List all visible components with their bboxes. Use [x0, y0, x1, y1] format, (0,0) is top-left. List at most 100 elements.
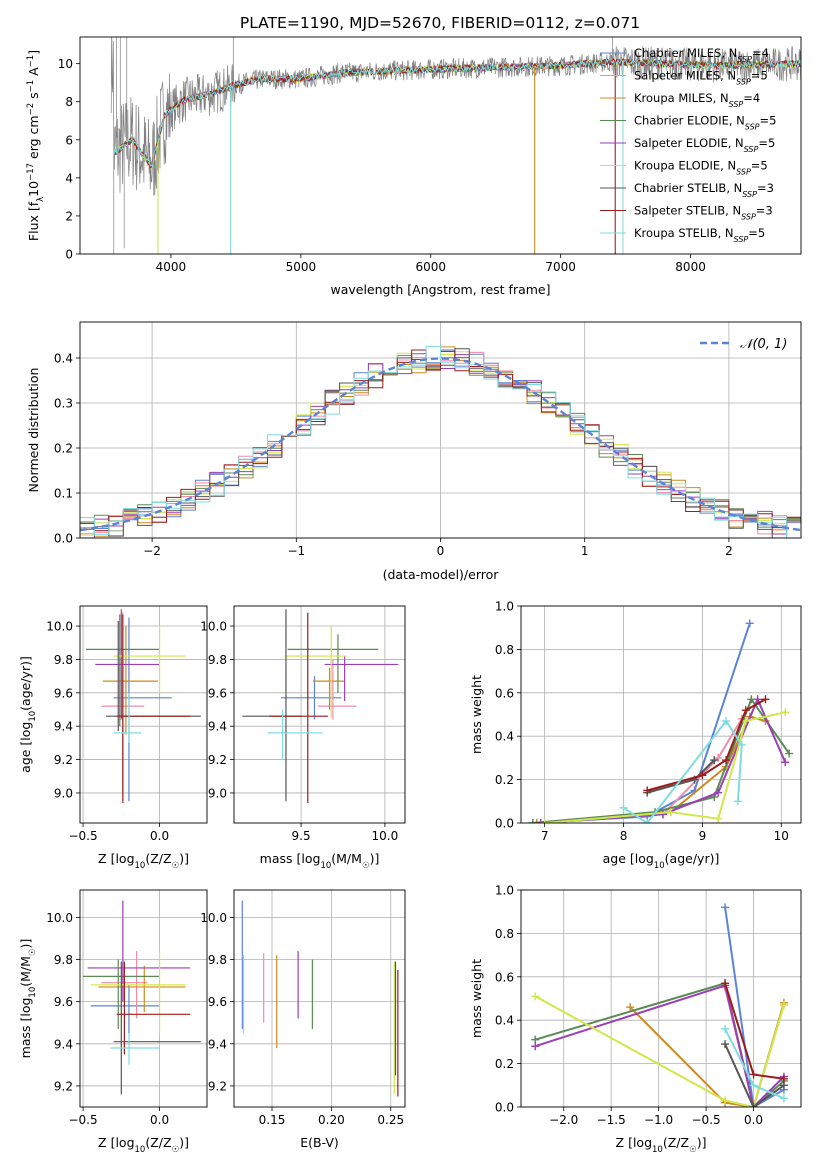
weight-marker	[749, 1081, 758, 1090]
axes-frame	[79, 36, 802, 255]
x-tick-label: −1	[287, 544, 305, 558]
weight-marker	[643, 786, 652, 795]
weight-line	[724, 907, 785, 1107]
x-tick-label: 0.0	[744, 1113, 763, 1127]
y-tick-label: 0.0	[54, 532, 73, 546]
y-tick-label: 0.2	[495, 1057, 514, 1071]
y-tick-label: 9.8	[208, 653, 227, 667]
legend-label: Salpeter ELODIE, NSSP=5	[634, 136, 775, 154]
x-axis-label: age [log10(age/yr)]	[603, 851, 720, 871]
axes-massweight-vs-Z: −2.0 −1.5 −1.0 −0.5 0.0 0.0 0.2 0.4 0.6 0.8 1.0 mas…	[469, 884, 802, 1155]
legend-label: Salpeter MILES, NSSP=5	[634, 69, 768, 87]
y-tick-label: 1.0	[495, 600, 514, 614]
weight-marker	[532, 819, 541, 823]
y-tick-label: 0.4	[495, 1014, 514, 1028]
axes-frame	[233, 889, 406, 1108]
y-tick-label: 0.1	[54, 487, 73, 501]
axes-age-vs-mass: 9.5 10.0 9.0 9.2 9.4 9.6 9.8 10.0 mass [log10(M/…	[200, 605, 406, 871]
weight-marker	[710, 756, 719, 765]
y-tick-label: 10.0	[200, 620, 227, 634]
y-tick-label: 0.8	[495, 927, 514, 941]
x-tick-label: 9.5	[292, 829, 311, 843]
weight-marker	[643, 819, 652, 823]
y-tick-label: 2	[65, 209, 73, 223]
weight-marker	[714, 788, 723, 797]
plot-area-mass-vs-EBV	[234, 890, 405, 1107]
weight-marker	[721, 1096, 730, 1105]
axes-frame	[520, 889, 802, 1108]
weight-marker	[761, 695, 770, 704]
x-tick-label: 0	[437, 544, 445, 558]
x-tick-label: 0.0	[150, 1113, 169, 1127]
plot-area-age-vs-Z	[80, 606, 207, 823]
plot-area-mass-vs-Z	[80, 890, 207, 1107]
x-tick-label: 8	[620, 829, 628, 843]
y-tick-label: 0.6	[495, 686, 514, 700]
y-tick-label: 10.0	[46, 911, 73, 925]
y-tick-label: 0	[65, 248, 73, 262]
y-tick-label: 6	[65, 133, 73, 147]
y-tick-label: 0.0	[495, 1101, 514, 1115]
x-tick-label: 9	[699, 829, 707, 843]
y-tick-label: 9.6	[208, 995, 227, 1009]
weight-marker	[531, 1042, 540, 1051]
weight-marker	[721, 1040, 730, 1049]
weight-marker	[721, 979, 730, 988]
y-tick-label: 9.4	[54, 720, 73, 734]
x-tick-label: −1.5	[597, 1113, 626, 1127]
y-tick-label: 1.0	[495, 884, 514, 898]
weight-marker	[722, 717, 731, 726]
axes-massweight-vs-age: 7 8 9 10 0.0 0.2 0.4 0.6 0.8 1.0 mass weight age [l…	[469, 600, 802, 871]
weight-marker	[721, 903, 730, 912]
y-tick-label: 9.2	[208, 753, 227, 767]
plot-area-massweight-vs-Z	[521, 890, 801, 1107]
weight-marker	[733, 797, 742, 806]
y-tick-label: 9.8	[54, 653, 73, 667]
x-tick-label: 8000	[675, 260, 706, 274]
y-tick-label: 0.4	[495, 730, 514, 744]
x-axis-label: Z [log10(Z/Z☉)]	[98, 1135, 189, 1155]
weight-marker	[785, 749, 794, 758]
legend-label: Salpeter STELIB, NSSP=3	[634, 204, 773, 222]
legend-label: Kroupa MILES, NSSP=4	[634, 91, 760, 109]
axes-residuals: −2 −1 0 1 2 0.0 0.1 0.2 0.3 0.4 Normed distributio…	[26, 321, 802, 582]
axes-frame	[79, 605, 208, 824]
weight-marker	[658, 810, 667, 819]
x-tick-label: 0.20	[318, 1113, 345, 1127]
axes-mass-vs-Z: −0.5 0.0 9.2 9.4 9.6 9.8 10.0 mass [log10(M/M☉)…	[18, 889, 208, 1155]
weight-marker	[536, 819, 545, 823]
y-axis-label: mass [log10(M/M☉)]	[18, 939, 38, 1059]
weight-marker	[781, 758, 790, 767]
plot-area-residuals	[80, 322, 801, 538]
y-tick-label: 0.2	[54, 442, 73, 456]
y-axis-label: Normed distribution	[26, 368, 41, 493]
axes-frame	[233, 605, 406, 824]
x-tick-label: 5000	[286, 260, 317, 274]
legend-label: Kroupa ELODIE, NSSP=5	[634, 159, 768, 177]
y-axis-label: age [log10(age/yr)]	[18, 656, 38, 773]
x-axis-label: (data-model)/error	[383, 567, 500, 582]
x-tick-label: 10.0	[372, 829, 399, 843]
weight-marker	[737, 740, 746, 749]
axes-frame	[79, 321, 802, 539]
y-tick-label: 0.8	[495, 643, 514, 657]
y-tick-label: 10	[58, 57, 73, 71]
x-tick-label: 10	[774, 829, 789, 843]
x-tick-label: −2	[143, 544, 161, 558]
x-tick-label: 7	[541, 829, 549, 843]
x-axis-label: Z [log10(Z/Z☉)]	[616, 1135, 707, 1155]
weight-line	[534, 982, 785, 1107]
weight-marker	[619, 803, 628, 812]
axes-frame	[520, 605, 802, 824]
y-tick-label: 9.8	[208, 953, 227, 967]
x-tick-label: 0.0	[150, 829, 169, 843]
weight-marker	[781, 708, 790, 717]
y-tick-label: 8	[65, 95, 73, 109]
x-tick-label: −1.0	[644, 1113, 673, 1127]
legend-label: Chabrier STELIB, NSSP=3	[634, 181, 774, 199]
weight-marker	[741, 706, 750, 715]
axes-frame	[79, 889, 208, 1108]
y-tick-label: 9.2	[208, 1079, 227, 1093]
x-axis-label: mass [log10(M/M☉)]	[260, 851, 380, 871]
